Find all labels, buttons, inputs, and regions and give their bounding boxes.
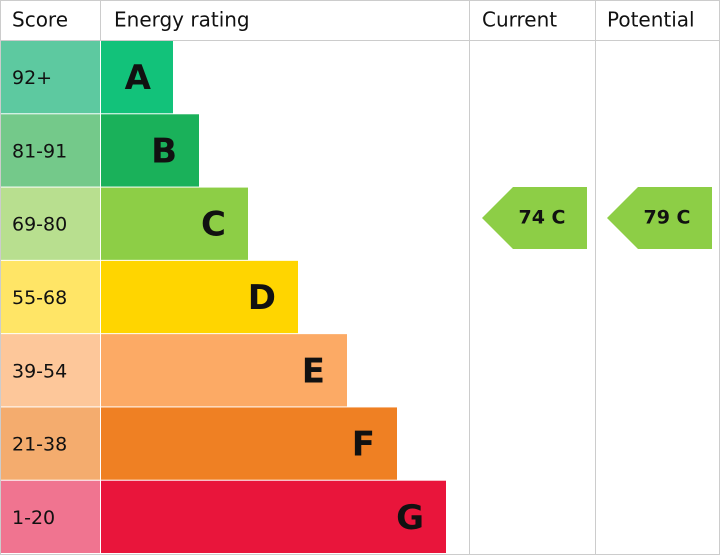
potential-arrow — [607, 187, 712, 249]
band-letter: F — [352, 425, 375, 465]
score-cell — [1, 41, 100, 114]
rating-bar — [101, 260, 298, 334]
header-rating: Energy rating — [114, 8, 250, 32]
score-range: 92+ — [12, 67, 52, 89]
current-arrow — [482, 187, 587, 249]
bands: 92+ A 81-91 B 69-80 C 55-68 D 39-54 E 21-38 F 1-20 G — [1, 41, 446, 553]
score-range: 69-80 — [12, 214, 67, 236]
score-cell — [1, 187, 100, 260]
score-cell — [1, 480, 100, 553]
potential-rating: 79 C — [644, 207, 691, 229]
header-score: Score — [12, 8, 68, 32]
header-potential: Potential — [607, 8, 695, 32]
rating-bar — [101, 114, 199, 187]
score-cell — [1, 407, 100, 480]
score-range: 1-20 — [12, 507, 55, 529]
score-cell — [1, 114, 100, 187]
rating-bar — [101, 187, 248, 260]
band-letter: G — [396, 498, 424, 538]
score-range: 21-38 — [12, 434, 67, 456]
score-cell — [1, 260, 100, 334]
current-rating: 74 C — [519, 207, 566, 229]
header-current: Current — [482, 8, 557, 32]
score-range: 81-91 — [12, 140, 67, 162]
band-letter: B — [151, 131, 177, 171]
band-letter: E — [302, 351, 325, 391]
rating-bar — [101, 407, 397, 480]
rating-bar — [101, 41, 173, 114]
band-letter: A — [125, 58, 152, 98]
rating-bar — [101, 480, 446, 553]
band-letter: D — [248, 278, 276, 318]
rating-bar — [101, 334, 347, 407]
band-letter: C — [201, 205, 226, 245]
score-range: 55-68 — [12, 287, 67, 309]
score-cell — [1, 334, 100, 407]
score-range: 39-54 — [12, 360, 67, 382]
